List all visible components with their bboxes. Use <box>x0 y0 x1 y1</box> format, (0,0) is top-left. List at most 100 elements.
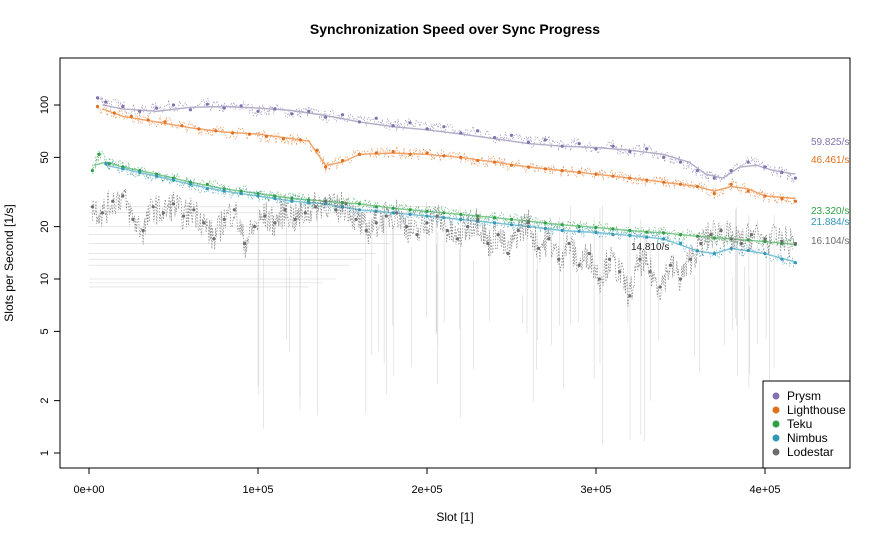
point-prysm-39 <box>746 160 750 164</box>
point-prysm-31 <box>611 144 615 148</box>
point-prysm-14 <box>324 115 328 119</box>
point-lodestar-34 <box>435 214 439 218</box>
point-lighthouse-25 <box>509 163 514 167</box>
point-lighthouse-39 <box>746 189 750 193</box>
point-lodestar-53 <box>628 294 632 298</box>
point-teku-28 <box>543 221 547 225</box>
point-lighthouse-18 <box>391 150 395 154</box>
point-teku-25 <box>493 216 497 220</box>
point-prysm-15 <box>340 113 345 117</box>
point-lodestar-46 <box>557 257 561 261</box>
end-label-nimbus: 21.884/s <box>811 217 849 228</box>
point-lighthouse-24 <box>493 160 497 164</box>
point-lodestar-42 <box>516 228 520 233</box>
x-tick-label-3: 3e+05 <box>581 484 612 496</box>
point-prysm-6 <box>188 108 192 112</box>
point-lighthouse-16 <box>357 152 361 156</box>
x-axis-label: Slot [1] <box>436 510 473 524</box>
point-teku-12 <box>273 194 277 198</box>
point-nimbus-41 <box>793 261 798 265</box>
smooth-line-prysm <box>102 104 796 179</box>
point-lighthouse-37 <box>712 191 716 196</box>
point-nimbus-36 <box>712 252 716 256</box>
point-lodestar-40 <box>496 233 500 237</box>
point-nimbus-18 <box>408 212 412 216</box>
point-lodestar-10 <box>192 208 196 212</box>
x-tick-label-2: 2e+05 <box>412 484 443 496</box>
point-prysm-42 <box>793 176 798 180</box>
point-nimbus-4 <box>171 178 176 182</box>
point-prysm-40 <box>763 165 767 169</box>
chart-title: Synchronization Speed over Sync Progress <box>310 21 600 37</box>
x-tick-label-4: 4e+05 <box>750 484 781 496</box>
point-lodestar-11 <box>202 221 206 225</box>
point-teku-34 <box>645 230 649 234</box>
point-nimbus-0 <box>104 162 108 166</box>
point-lodestar-14 <box>232 208 236 212</box>
point-lodestar-18 <box>273 221 277 225</box>
point-teku-33 <box>628 228 632 233</box>
legend-marker-teku <box>772 420 780 428</box>
point-nimbus-23 <box>493 221 497 225</box>
point-nimbus-9 <box>256 194 260 198</box>
point-lodestar-32 <box>415 233 419 237</box>
point-prysm-32 <box>628 150 632 154</box>
y-tick-label-4: 20 <box>39 220 51 232</box>
point-lighthouse-28 <box>560 169 564 173</box>
point-lighthouse-42 <box>793 199 798 203</box>
point-prysm-4 <box>155 106 159 110</box>
point-lodestar-37 <box>466 225 470 229</box>
point-prysm-38 <box>729 169 733 173</box>
point-lodestar-55 <box>648 270 652 274</box>
raw-trace-teku <box>92 150 795 250</box>
point-lodestar-22 <box>313 205 318 209</box>
point-lighthouse-41 <box>780 196 784 201</box>
point-lighthouse-4 <box>163 120 167 124</box>
point-nimbus-30 <box>611 233 615 237</box>
point-lighthouse-36 <box>695 184 700 189</box>
point-lodestar-44 <box>536 246 541 250</box>
end-label-lodestar: 16.104/s <box>811 236 849 247</box>
point-prysm-26 <box>526 140 531 144</box>
point-prysm-36 <box>695 169 700 173</box>
faint-traces <box>89 206 444 288</box>
y-tick-label-0: 1 <box>39 450 51 456</box>
point-nimbus-15 <box>357 208 361 212</box>
point-prysm-0 <box>95 96 100 100</box>
point-lighthouse-26 <box>526 165 531 169</box>
point-lodestar-5 <box>141 228 145 233</box>
point-lighthouse-40 <box>763 194 767 198</box>
point-prysm-25 <box>509 133 514 137</box>
point-lighthouse-11 <box>281 137 285 141</box>
point-lighthouse-35 <box>678 182 683 186</box>
point-teku-26 <box>509 217 514 221</box>
legend-label-lighthouse: Lighthouse <box>787 403 846 417</box>
end-label-lighthouse: 46.461/s <box>811 155 849 166</box>
point-prysm-22 <box>459 131 463 135</box>
point-lodestar-0 <box>90 205 94 209</box>
point-nimbus-32 <box>645 235 649 239</box>
series-lighthouse <box>95 104 798 205</box>
point-teku-14 <box>307 198 311 202</box>
point-nimbus-33 <box>662 237 666 241</box>
drop-lines <box>257 201 775 446</box>
legend-label-lodestar: Lodestar <box>787 445 834 459</box>
point-prysm-41 <box>780 170 784 174</box>
legend-marker-nimbus <box>772 434 780 442</box>
raw-trace-nimbus <box>105 158 795 268</box>
point-lighthouse-8 <box>231 131 235 135</box>
point-teku-9 <box>222 187 226 191</box>
point-nimbus-17 <box>391 211 395 215</box>
point-teku-30 <box>577 225 581 229</box>
point-lodestar-31 <box>405 225 409 229</box>
point-teku-0 <box>90 169 94 173</box>
point-prysm-34 <box>662 155 666 159</box>
point-lodestar-1 <box>100 211 105 215</box>
point-prysm-16 <box>357 120 361 124</box>
point-lodestar-25 <box>344 202 348 206</box>
point-prysm-12 <box>290 112 294 116</box>
point-prysm-23 <box>476 129 480 133</box>
inline-label-lodestar: 14.810/s <box>631 242 669 253</box>
